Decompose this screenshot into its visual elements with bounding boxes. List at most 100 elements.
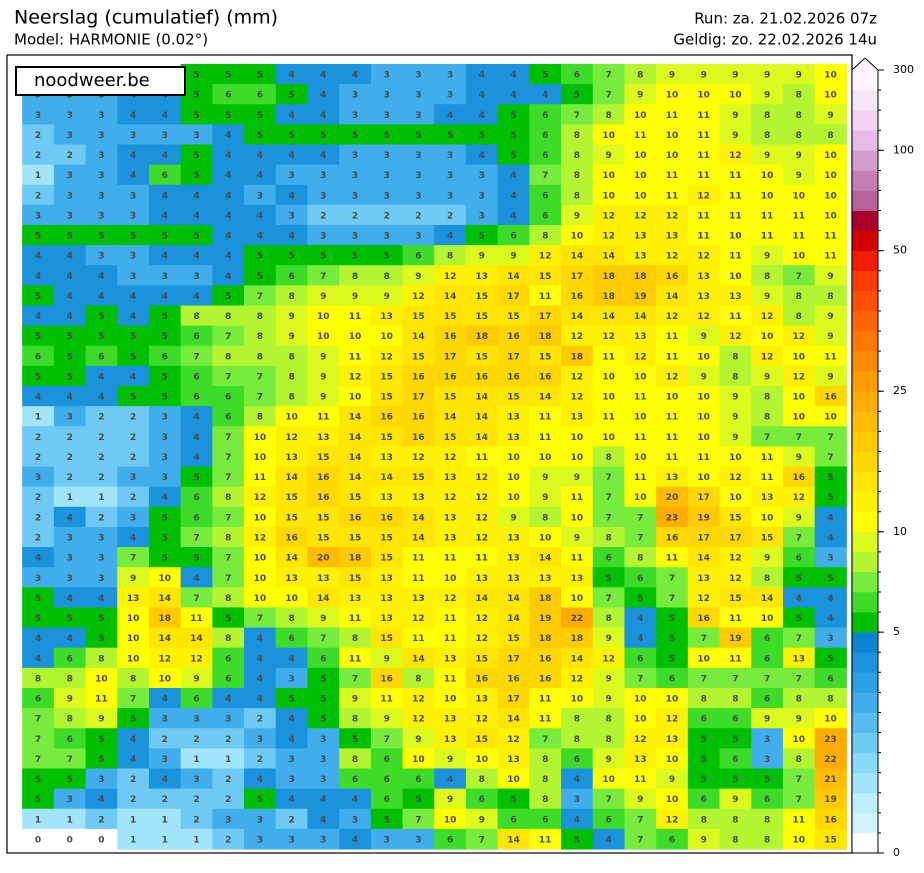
cell [212,728,245,749]
cell [497,305,530,327]
cell-value: 3 [193,715,199,725]
cell-value: 12 [571,372,584,382]
cell-value: 7 [701,634,707,644]
cell-value: 6 [162,171,168,181]
cell-value: 14 [507,614,520,624]
cell-value: 10 [634,413,647,423]
cell [782,184,816,206]
cell-value: 4 [98,372,104,382]
cell-value: 1 [130,815,136,825]
cell [275,245,308,266]
cell [592,164,625,186]
cell-value: 5 [98,332,104,342]
cell [751,245,784,266]
cell-value: 11 [729,191,742,201]
cell-value: 2 [384,211,390,221]
cell-value: 4 [447,775,453,785]
cell-value: 7 [320,272,326,282]
cell [497,506,530,528]
cell [180,285,213,306]
cell-value: 6 [225,674,231,684]
cell-value: 13 [571,413,584,423]
cell-value: 4 [162,252,168,262]
cell [370,446,404,468]
cell-value: 9 [637,91,643,101]
cell-value: 14 [476,594,489,604]
cell-value: 9 [764,372,770,382]
cell-value: 3 [225,715,231,725]
cell-value: 9 [764,151,770,161]
colorbar-segment [852,70,878,91]
cell [85,567,118,588]
cell-value: 5 [225,292,231,302]
cell [212,285,245,306]
cell-value: 9 [384,292,390,302]
cell-value: 1 [162,815,168,825]
cell-value: 6 [193,372,199,382]
cell-value: 10 [824,715,837,725]
cell [275,386,308,407]
cell-value: 10 [254,574,267,584]
cell [22,828,55,850]
cell [22,164,55,186]
cell [751,204,784,226]
cell-value: 6 [288,272,294,282]
cell-value: 5 [669,614,675,624]
cell [497,386,530,407]
cell [434,224,467,246]
cell-value: 4 [193,292,199,302]
cell-value: 10 [634,493,647,503]
cell-value: 9 [701,71,707,81]
cell-value: 5 [98,312,104,322]
cell-value: 4 [130,292,136,302]
cell-value: 8 [637,554,643,564]
cell-value: 5 [67,775,73,785]
cell-value: 4 [352,835,358,845]
cell [148,627,182,649]
cell-value: 12 [602,332,615,342]
cell [148,506,182,528]
cell [687,828,721,850]
cell-value: 7 [225,473,231,483]
cell-value: 15 [476,292,489,302]
cell [370,627,404,649]
cell-value: 6 [257,91,263,101]
cell [719,567,752,588]
cell [656,164,689,186]
cell-value: 11 [697,111,710,121]
cell [402,63,435,85]
cell [751,224,784,246]
cell-value: 15 [412,312,425,322]
cell-value: 13 [793,654,806,664]
colorbar-outline [851,70,879,854]
cell [22,547,55,568]
cell-value: 6 [193,393,199,403]
colorbar-segment [852,110,878,131]
cell [402,164,435,186]
cell [275,305,308,327]
cell-value: 3 [162,131,168,141]
cell-value: 2 [225,795,231,805]
cell-value: 10 [602,191,615,201]
cell [275,506,308,528]
cell [275,325,308,347]
cell [402,124,435,145]
cell [180,164,213,186]
cell [53,144,87,166]
cell-value: 15 [539,352,552,362]
cell [687,104,721,125]
cell [782,526,816,548]
cell-value: 12 [285,433,298,443]
cell [465,547,499,568]
cell [148,587,182,608]
cell-value: 16 [824,393,837,403]
colorbar-segment [852,732,878,753]
cell-value: 2 [193,735,199,745]
cell-value: 4 [288,111,294,121]
colorbar-segment [852,632,878,653]
cell [212,144,245,166]
cell [497,446,530,468]
cell-value: 12 [666,715,679,725]
cell-value: 11 [761,211,774,221]
cell-value: 3 [162,413,168,423]
